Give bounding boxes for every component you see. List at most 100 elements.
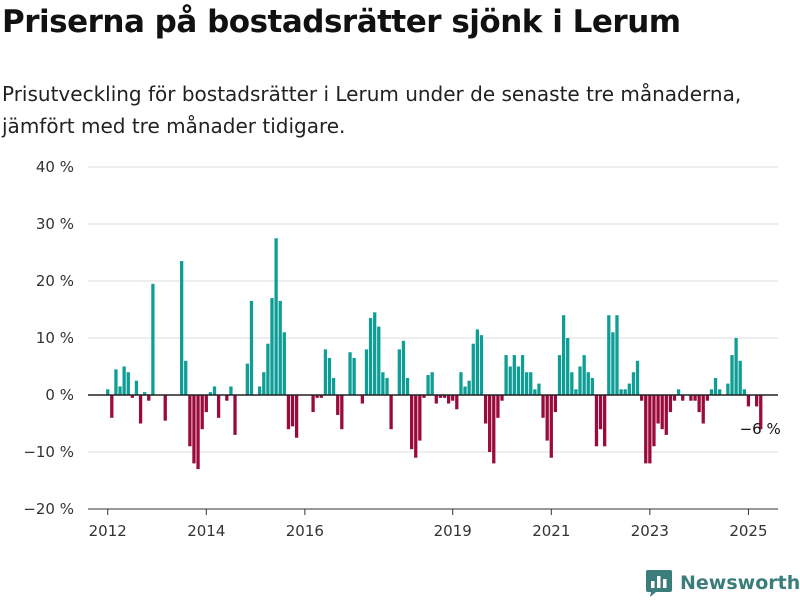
bar: [672, 395, 677, 401]
bar: [697, 395, 701, 413]
bar: [520, 355, 525, 395]
bar: [373, 312, 377, 395]
bar: [319, 395, 323, 398]
bar: [134, 380, 139, 395]
bar: [270, 298, 274, 395]
bar: [578, 366, 582, 395]
bar: [438, 395, 443, 398]
bar: [340, 395, 344, 430]
y-tick-label: 20 %: [36, 272, 74, 290]
y-tick-label: 40 %: [36, 158, 74, 176]
bar: [512, 355, 516, 395]
bar: [594, 395, 599, 447]
bar: [660, 395, 664, 430]
bar: [701, 395, 705, 424]
bar: [401, 340, 406, 395]
bar: [442, 395, 447, 398]
bar: [508, 366, 512, 395]
bar: [705, 395, 710, 401]
bar: [648, 395, 652, 464]
bar: [488, 395, 492, 452]
bar: [541, 395, 545, 418]
bar: [381, 372, 385, 395]
bar: [410, 395, 414, 450]
bar: [184, 360, 188, 395]
bar: [336, 395, 340, 415]
bar: [713, 377, 718, 395]
bar: [676, 389, 681, 395]
bar: [110, 395, 114, 418]
x-axis-ticks: 2012 2014 2016 2019 2021 2023 2025: [89, 509, 768, 540]
bar: [368, 318, 373, 395]
bar: [389, 395, 393, 430]
bar: [180, 261, 184, 395]
bar: [516, 366, 521, 395]
gridlines: [88, 166, 778, 510]
x-tick-label: 2021: [532, 522, 570, 540]
bar: [377, 326, 381, 395]
bar: [290, 395, 295, 427]
bar: [323, 349, 328, 395]
bar: [533, 389, 537, 395]
bar: [681, 395, 685, 401]
bar: [742, 389, 746, 395]
bar: [619, 389, 623, 395]
bar: [557, 355, 562, 395]
bar: [430, 372, 434, 395]
bar: [262, 372, 266, 395]
bar: [574, 389, 578, 395]
bar: [216, 395, 221, 418]
y-tick-label: 0 %: [45, 386, 74, 404]
bar: [188, 395, 192, 447]
bar: [689, 395, 693, 401]
bar: [603, 395, 607, 447]
bar: [635, 360, 640, 395]
bar: [434, 395, 438, 404]
x-tick-label: 2023: [631, 522, 669, 540]
bar: [143, 392, 147, 395]
bar: [327, 357, 332, 395]
bar: [385, 377, 389, 395]
bar: [414, 395, 418, 458]
bar: [631, 372, 636, 395]
bar: [738, 360, 742, 395]
bar: [549, 395, 553, 458]
bar: [726, 383, 730, 395]
bar: [586, 372, 590, 395]
bar: [266, 343, 270, 395]
bar: [118, 386, 122, 395]
bar: [734, 338, 738, 395]
bar: [652, 395, 656, 447]
x-tick-label: 2025: [729, 522, 767, 540]
bar: [500, 395, 504, 401]
bar: [537, 383, 541, 395]
bar: [467, 380, 471, 395]
bar: [397, 349, 401, 395]
bar: [282, 332, 286, 395]
y-tick-label: 30 %: [36, 215, 74, 233]
brand-name: Newsworthy: [680, 572, 800, 594]
bar: [504, 355, 508, 395]
bar: [582, 355, 586, 395]
bar: [294, 395, 299, 438]
bar: [348, 352, 352, 395]
x-tick-label: 2012: [89, 522, 127, 540]
bar: [249, 300, 254, 395]
bar: [668, 395, 673, 413]
bar: [163, 395, 167, 421]
bar: [553, 395, 558, 413]
bar: [352, 357, 356, 395]
bar: [590, 377, 594, 395]
bar: [196, 395, 200, 470]
bar: [233, 395, 237, 435]
brand-logo[interactable]: Newsworthy: [644, 567, 800, 599]
x-tick-label: 2019: [434, 522, 472, 540]
bar: [245, 363, 249, 395]
bar: [759, 395, 763, 430]
bar: [623, 389, 627, 395]
bar: [529, 372, 533, 395]
y-tick-label: −20 %: [23, 500, 74, 518]
bar: [200, 395, 204, 430]
bar: [274, 238, 278, 395]
